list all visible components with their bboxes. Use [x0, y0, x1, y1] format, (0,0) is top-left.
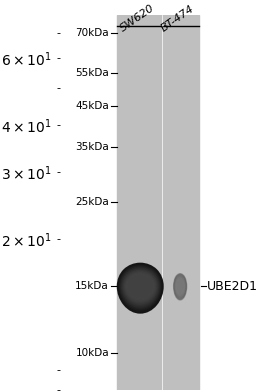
Ellipse shape: [127, 274, 154, 299]
Text: 45kDa: 45kDa: [75, 101, 109, 111]
Ellipse shape: [176, 279, 185, 294]
Ellipse shape: [118, 263, 163, 313]
Text: UBE2D1: UBE2D1: [207, 280, 256, 293]
Ellipse shape: [174, 274, 186, 299]
Ellipse shape: [175, 277, 185, 296]
Ellipse shape: [122, 269, 158, 306]
Ellipse shape: [176, 278, 185, 295]
Text: 35kDa: 35kDa: [75, 142, 109, 152]
Text: 55kDa: 55kDa: [75, 68, 109, 78]
Ellipse shape: [174, 275, 186, 299]
Ellipse shape: [125, 272, 155, 302]
Ellipse shape: [174, 276, 186, 298]
Ellipse shape: [174, 274, 187, 300]
Ellipse shape: [120, 267, 160, 309]
Ellipse shape: [126, 273, 155, 300]
Bar: [118, 15, 199, 389]
Text: 10kDa: 10kDa: [75, 348, 109, 358]
Text: 15kDa: 15kDa: [75, 281, 109, 291]
Ellipse shape: [121, 268, 159, 307]
Text: 25kDa: 25kDa: [75, 197, 109, 207]
Text: 70kDa: 70kDa: [75, 28, 109, 38]
Ellipse shape: [119, 264, 162, 312]
Text: BT-474: BT-474: [159, 3, 196, 33]
Ellipse shape: [119, 265, 161, 310]
Ellipse shape: [124, 271, 156, 303]
Text: SW620: SW620: [118, 3, 156, 34]
Ellipse shape: [175, 277, 185, 296]
Ellipse shape: [123, 270, 157, 305]
Ellipse shape: [175, 276, 186, 297]
